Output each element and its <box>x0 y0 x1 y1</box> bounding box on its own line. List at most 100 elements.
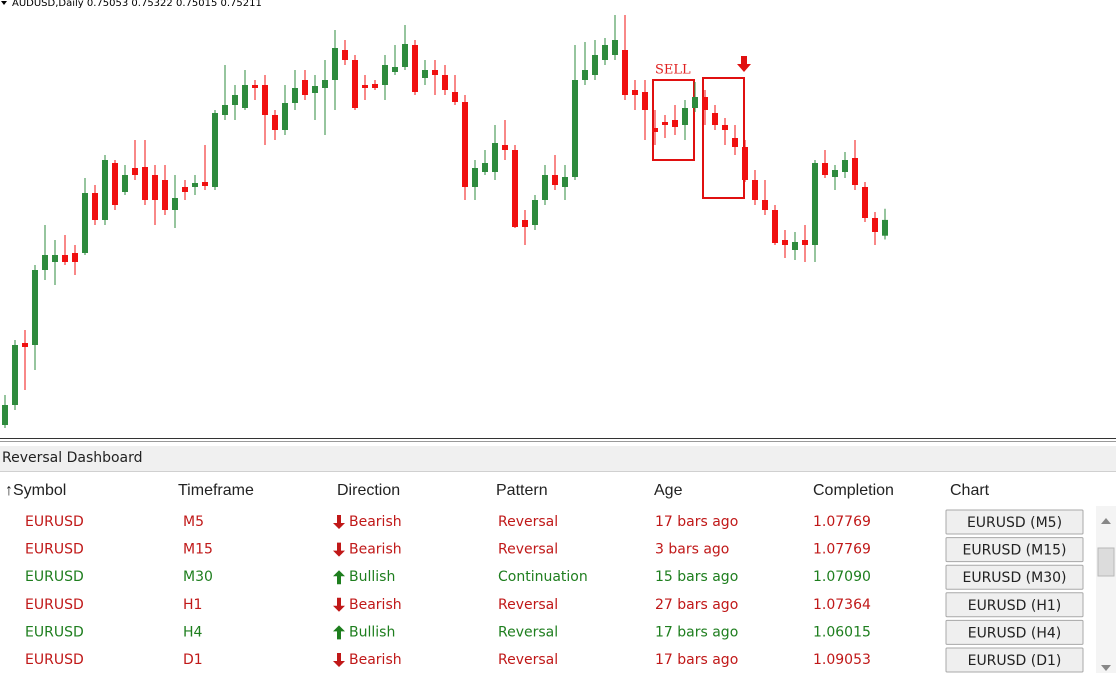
sell-label: SELL <box>655 63 691 78</box>
age-cell: 27 bars ago <box>655 597 738 613</box>
candle-body <box>552 175 558 185</box>
candle-body <box>872 218 878 232</box>
candle-body <box>442 75 448 90</box>
candle-body <box>92 193 98 220</box>
timeframe-cell: H4 <box>183 624 203 640</box>
candle-body <box>712 113 718 125</box>
candle-body <box>532 200 538 225</box>
timeframe-cell: M5 <box>183 514 204 530</box>
candle-body <box>62 255 68 262</box>
candle-body <box>752 180 758 200</box>
candle-body <box>232 95 238 105</box>
button-face[interactable] <box>945 537 1084 563</box>
scrollbar[interactable] <box>1096 506 1116 673</box>
header-icon <box>1 1 7 5</box>
chart-button[interactable]: EURUSD (M30) <box>945 564 1084 590</box>
candle-body <box>282 103 288 130</box>
candle-body <box>642 92 648 110</box>
candle-body <box>212 113 218 187</box>
pattern-cell: Reversal <box>498 597 558 613</box>
candle-body <box>832 170 838 177</box>
candle-body <box>332 48 338 80</box>
chart-button[interactable]: EURUSD (D1) <box>945 647 1084 673</box>
pattern-box <box>652 79 695 161</box>
column-header: Timeframe <box>178 482 254 499</box>
direction-cell: Bullish <box>349 624 395 640</box>
completion-cell: 1.07769 <box>813 542 871 558</box>
button-face[interactable] <box>945 592 1084 618</box>
button-label[interactable]: EURUSD (H1) <box>968 598 1062 614</box>
button-label[interactable]: EURUSD (H4) <box>968 625 1062 641</box>
button-label[interactable]: EURUSD (M30) <box>962 570 1066 586</box>
candle-body <box>202 182 208 186</box>
button-face[interactable] <box>945 647 1084 673</box>
direction-arrow <box>333 542 345 557</box>
symbol-cell: EURUSD <box>25 514 84 530</box>
candle-body <box>102 160 108 220</box>
column-header: Pattern <box>496 482 548 499</box>
candle-body <box>242 85 248 108</box>
candle-body <box>462 102 468 187</box>
candle-body <box>502 145 508 150</box>
candle-body <box>2 405 8 425</box>
chart-header: AUDUSD,Daily 0.75053 0.75322 0.75015 0.7… <box>12 0 262 9</box>
scroll-thumb[interactable] <box>1097 547 1115 577</box>
candle-body <box>812 163 818 245</box>
table-row: EURUSD H4 Bullish Reversal 17 bars ago 1.0601… <box>25 619 1084 645</box>
direction-arrow <box>333 625 345 640</box>
direction-arrow <box>333 597 345 612</box>
pattern-cell: Reversal <box>498 542 558 558</box>
button-label[interactable]: EURUSD (M5) <box>967 515 1062 531</box>
candle-body <box>452 92 458 102</box>
timeframe-cell: H1 <box>183 597 202 613</box>
candle-body <box>292 88 298 103</box>
candle-body <box>172 198 178 210</box>
completion-cell: 1.09053 <box>813 652 871 668</box>
candle-body <box>652 128 658 132</box>
age-cell: 15 bars ago <box>655 569 738 585</box>
column-header: Chart <box>950 482 990 499</box>
candle-body <box>22 343 28 347</box>
candle-body <box>882 219 888 236</box>
direction-cell: Bearish <box>349 597 402 613</box>
candle-body <box>682 108 688 125</box>
symbol-cell: EURUSD <box>25 652 84 668</box>
candle-body <box>692 97 698 108</box>
candle-body <box>792 242 798 250</box>
age-cell: 17 bars ago <box>655 624 738 640</box>
candle-body <box>382 65 388 85</box>
chart-button[interactable]: EURUSD (M5) <box>945 509 1084 535</box>
button-face[interactable] <box>945 564 1084 590</box>
candle-body <box>662 122 668 125</box>
candle-body <box>272 115 278 130</box>
candle-body <box>402 44 408 67</box>
button-label[interactable]: EURUSD (M15) <box>962 543 1066 559</box>
candle-body <box>322 80 328 88</box>
scroll-down[interactable] <box>1101 665 1111 671</box>
symbol-cell: EURUSD <box>25 542 84 558</box>
button-face[interactable] <box>945 509 1084 535</box>
symbol-cell: EURUSD <box>25 597 84 613</box>
candle-body <box>362 85 368 88</box>
chart-button[interactable]: EURUSD (M15) <box>945 537 1084 563</box>
button-label[interactable]: EURUSD (D1) <box>968 653 1062 669</box>
candle-body <box>132 168 138 175</box>
candle-body <box>742 147 748 180</box>
age-cell: 3 bars ago <box>655 542 729 558</box>
completion-cell: 1.07769 <box>813 514 871 530</box>
column-header: Age <box>654 482 683 499</box>
pattern-box <box>702 77 745 199</box>
panel-title: Reversal Dashboard <box>2 450 143 466</box>
table-row: EURUSD D1 Bearish Reversal 17 bars ago 1.0905… <box>25 647 1084 673</box>
scroll-track[interactable] <box>1096 506 1116 673</box>
scroll-up[interactable] <box>1101 518 1111 524</box>
column-header: Direction <box>337 482 400 499</box>
candle-body <box>542 175 548 200</box>
candle-body <box>12 345 18 405</box>
chart-button[interactable]: EURUSD (H4) <box>945 619 1084 645</box>
chart-button[interactable]: EURUSD (H1) <box>945 592 1084 618</box>
button-face[interactable] <box>945 619 1084 645</box>
pattern-cell: Reversal <box>498 652 558 668</box>
